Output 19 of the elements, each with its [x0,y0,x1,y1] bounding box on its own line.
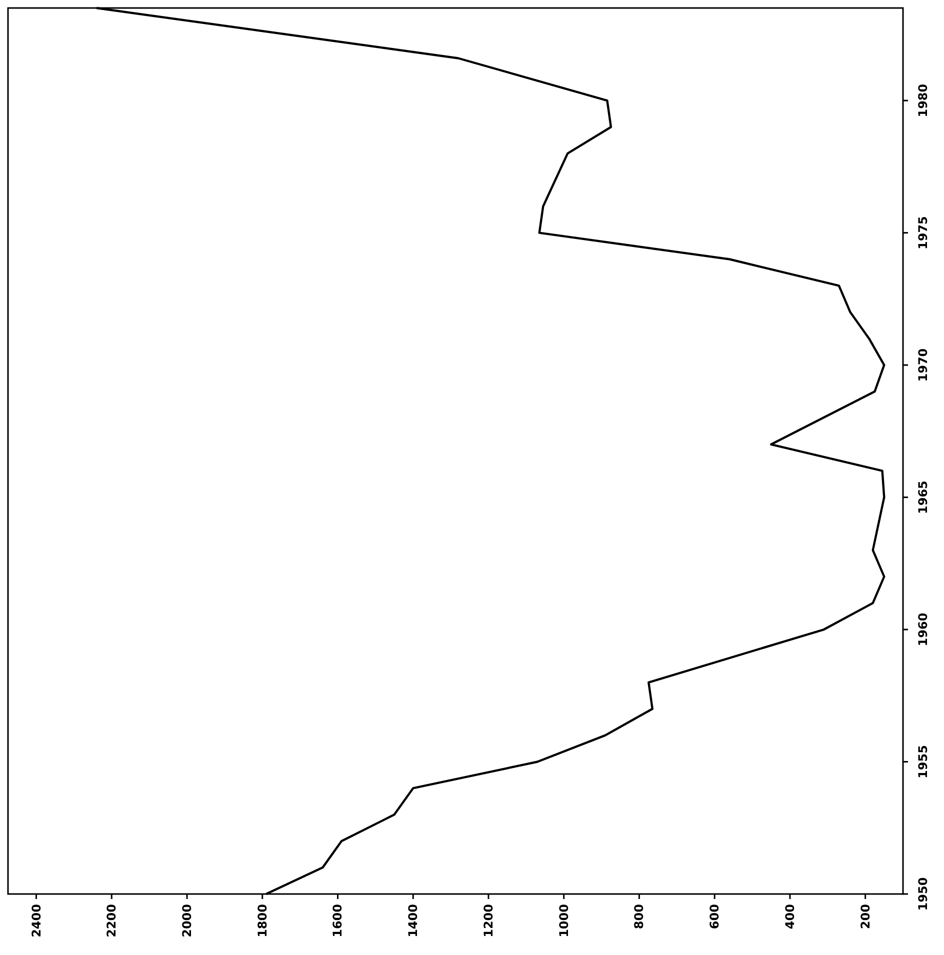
x-tick-label: 1600 [330,904,345,938]
x-tick-label: 2400 [29,904,44,938]
x-tick-label: 1800 [255,904,270,938]
x-tick-label: 400 [782,904,797,930]
y-tick-label: 1975 [916,216,930,250]
x-tick-label: 1000 [556,904,571,938]
x-tick-label: 1200 [481,904,496,938]
y-tick-label: 1950 [916,877,930,911]
y-tick-label: 1980 [916,84,930,118]
x-tick-label: 200 [858,904,872,930]
x-tick-label: 1400 [406,904,420,938]
x-tick-label: 2200 [104,904,119,938]
x-tick-label: 600 [708,904,722,930]
y-tick-label: 1955 [916,745,930,778]
y-tick-label: 1970 [916,348,930,382]
x-tick-label: 2000 [180,904,194,938]
y-tick-label: 1960 [916,612,930,646]
x-tick-label: 800 [632,904,646,930]
y-tick-label: 1965 [916,480,930,514]
